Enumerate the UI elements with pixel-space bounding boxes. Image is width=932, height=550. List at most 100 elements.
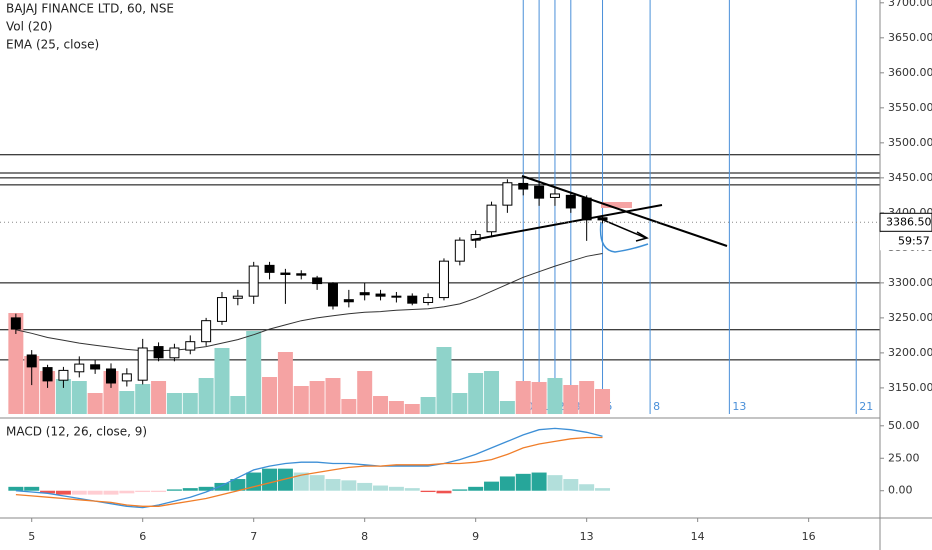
candle-body	[153, 346, 164, 359]
projection-curve	[599, 221, 649, 253]
candle-body	[105, 368, 116, 384]
signal-line	[15, 436, 603, 507]
y-tick-label: 3700.00	[888, 0, 932, 9]
histogram-bar	[404, 488, 420, 491]
histogram-bar	[531, 472, 547, 491]
volume-bar	[499, 401, 515, 414]
volume-bar	[515, 381, 531, 414]
x-tick-label: 13	[580, 530, 594, 543]
trend-line	[521, 175, 728, 247]
candle-body	[10, 317, 21, 330]
histogram-bar	[484, 481, 500, 491]
volume-bar	[309, 381, 325, 414]
candle-body	[169, 347, 180, 359]
candle-body	[42, 367, 53, 382]
volume-bar	[214, 348, 230, 414]
volume-bar	[166, 393, 182, 414]
volume-bar	[119, 391, 135, 414]
histogram-bar	[452, 489, 468, 491]
y-tick-label: 3500.00	[888, 136, 932, 149]
histogram-bar	[595, 488, 611, 491]
x-tick-label: 8	[361, 530, 368, 543]
candle-body	[502, 182, 513, 206]
candle-body	[549, 193, 560, 198]
candle-body	[121, 373, 132, 382]
candle-body	[296, 273, 307, 276]
y-tick-label: 3200.00	[888, 346, 932, 359]
volume-bar	[246, 331, 262, 414]
candle-body	[58, 369, 69, 381]
candle-body	[423, 297, 434, 303]
histogram-bar	[166, 489, 182, 491]
candle-body	[327, 283, 338, 307]
volume-bar	[404, 404, 420, 414]
volume-bar	[484, 371, 500, 414]
histogram-bar	[468, 486, 484, 491]
volume-bar	[452, 393, 468, 414]
volume-bar	[8, 313, 24, 414]
highlight-box	[601, 202, 632, 208]
ema-legend: EMA (25, close)	[6, 38, 99, 52]
overlay-layer: 3386.50 59:57	[0, 212, 932, 251]
histogram-bar	[40, 490, 56, 494]
candle-body	[26, 354, 37, 368]
histogram-bar	[325, 479, 341, 491]
x-tick-label: 7	[250, 530, 257, 543]
candle-body	[201, 320, 212, 343]
countdown-label: 59:57	[898, 234, 930, 247]
y-tick-label: 0.00	[888, 484, 913, 497]
histogram-bar	[277, 468, 293, 491]
histogram-bar	[230, 479, 246, 491]
histogram-bar	[119, 490, 135, 494]
volume-bar	[87, 393, 103, 414]
fib-time-label: 21	[859, 400, 873, 413]
candle-body	[312, 277, 323, 285]
volume-bar	[563, 385, 579, 414]
histogram-bar	[151, 490, 167, 493]
volume-bar	[373, 396, 389, 414]
y-tick-label: 25.00	[888, 451, 920, 464]
histogram-bar	[547, 475, 563, 491]
candle-body	[391, 295, 402, 298]
candle-body	[486, 204, 497, 233]
y-tick-label: 3250.00	[888, 311, 932, 324]
histogram-bar	[436, 490, 452, 494]
candle-body	[137, 347, 148, 381]
histogram-bar	[135, 490, 151, 493]
chart-title: BAJAJ FINANCE LTD, 60, NSE	[6, 2, 174, 16]
volume-bar	[436, 347, 452, 414]
histogram-bar	[87, 490, 103, 495]
histogram-bar	[214, 482, 230, 491]
candle-body	[216, 297, 227, 322]
volume-bar	[420, 397, 436, 414]
histogram-bar	[198, 486, 214, 491]
histogram-bar	[103, 490, 119, 495]
ema-line	[15, 253, 603, 352]
volume-bar	[468, 373, 484, 414]
last-price-label: 3386.50	[886, 215, 932, 228]
histogram-bar	[24, 486, 40, 491]
volume-bar	[230, 396, 246, 414]
histogram-bar	[8, 486, 24, 491]
histogram-bar	[293, 472, 309, 491]
volume-bar	[547, 378, 563, 414]
x-tick-label: 6	[139, 530, 146, 543]
candle-body	[454, 239, 465, 262]
volume-bar	[55, 379, 71, 414]
volume-bar	[595, 389, 611, 414]
y-tick-label: 3300.00	[888, 276, 932, 289]
fib-time-label: 8	[653, 400, 660, 413]
x-tick-label: 5	[28, 530, 35, 543]
y-tick-label: 3150.00	[888, 381, 932, 394]
histogram-bar	[499, 476, 515, 491]
histogram-bar	[373, 485, 389, 491]
volume-bar	[531, 382, 547, 414]
volume-bar	[40, 371, 56, 414]
histogram-bar	[357, 482, 373, 491]
histogram-bar	[388, 486, 404, 491]
macd-legend: MACD (12, 26, close, 9)	[6, 425, 147, 439]
candle-body	[248, 265, 259, 297]
countdown-box	[880, 232, 932, 251]
candle-body	[280, 272, 291, 275]
